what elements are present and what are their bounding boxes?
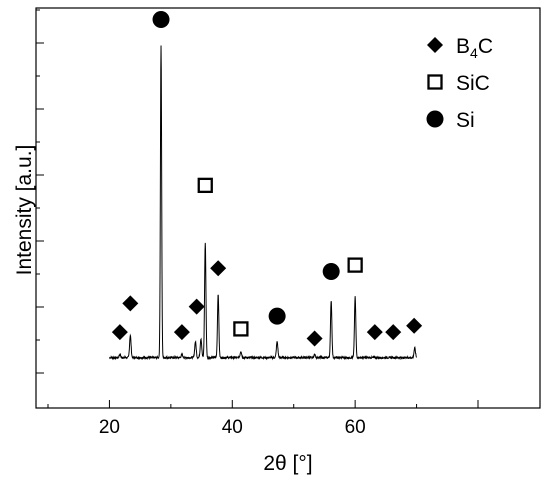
y-axis-title: Intensity [a.u.] [13,145,36,276]
b4c-peak-marker [366,324,383,341]
xrd-pattern-line [109,45,418,361]
b4c-peak-marker [406,317,423,334]
x-tick-label: 60 [345,417,366,438]
b4c-peak-marker [188,298,205,315]
legend: B4C SiC Si [426,35,493,132]
peak-markers [111,10,423,347]
sic-peak-marker [347,257,363,273]
b4c-peak-marker [210,260,227,277]
legend-si-text: Si [456,109,475,132]
x-tick-label: 20 [99,417,120,438]
plot-frame [35,7,541,409]
legend-b4c-text-end: C [478,35,493,58]
legend-b4c-subscript: 4 [470,45,478,61]
legend-si-marker [426,110,444,128]
sic-peak-marker [197,177,213,194]
y-ticks [36,9,44,374]
x-axis-title: 2θ [°] [263,452,312,475]
x-ticks: 20 40 60 [47,400,479,438]
legend-sic-label: SiC [456,72,490,95]
legend-b4c-marker [427,37,443,53]
b4c-peak-marker [173,324,190,341]
x-tick-label: 40 [222,417,243,438]
si-peak-marker [152,10,170,28]
si-peak-marker [268,307,286,325]
legend-b4c-text: B [456,35,470,58]
b4c-peak-marker [122,295,139,312]
b4c-peak-marker [306,330,323,347]
legend-sic-text: SiC [456,72,490,95]
b4c-peak-marker [385,324,402,341]
si-peak-marker [322,262,340,280]
legend-si-label: Si [456,109,475,132]
b4c-peak-marker [111,324,128,341]
sic-peak-marker [233,321,249,337]
legend-sic-marker [427,74,443,90]
legend-b4c-label: B4C [456,35,493,61]
